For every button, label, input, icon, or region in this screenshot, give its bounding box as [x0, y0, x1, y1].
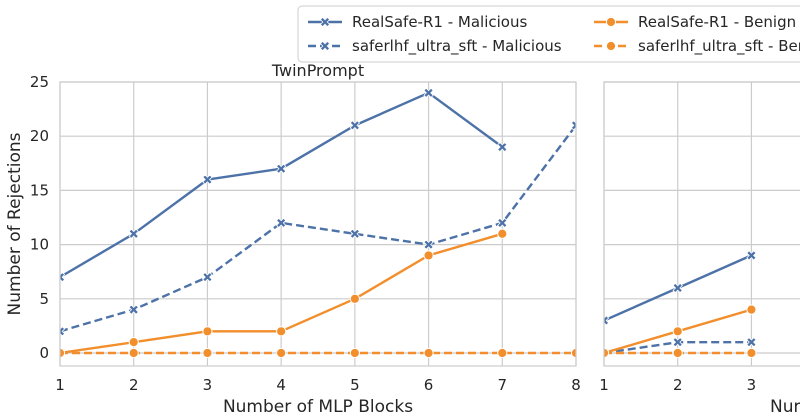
- legend-entry-realsafe-r1-benign: RealSafe-R1 - Benign: [594, 13, 796, 31]
- y-tick-label-15: 15: [30, 181, 49, 199]
- panel0-realsafe-r1-malicious-point-1: [60, 271, 66, 283]
- panel0-realsafe-r1-benign-point-2: [128, 337, 139, 348]
- y-tick-label-0: 0: [39, 344, 49, 362]
- panel0-saferlhf-ultra-sft-malicious-point-3: [202, 271, 213, 283]
- panel0-saferlhf-ultra-sft-benign-point-4: [276, 347, 287, 359]
- x-tick-label-2: 2: [673, 376, 683, 394]
- x-tick-label-4: 4: [276, 376, 286, 394]
- panel0-saferlhf-ultra-sft-benign-point-6: [423, 347, 434, 359]
- legend-box: [297, 5, 800, 63]
- y-tick-label-25: 25: [30, 73, 49, 91]
- left-x-tick-labels: 1 2 3 4 5 6 7 8: [55, 376, 581, 394]
- panel0-realsafe-r1-benign-point-5: [349, 293, 360, 304]
- panel0-saferlhf-ultra-sft-malicious-point-2: [128, 304, 139, 315]
- y-tick-label-5: 5: [39, 290, 49, 308]
- panel0-saferlhf-ultra-sft-benign-point-3: [202, 347, 213, 359]
- x-tick-label-8: 8: [571, 376, 581, 394]
- panel0-realsafe-r1-malicious-point-6: [423, 87, 434, 99]
- left-y-tick-labels: 0 5 10 15 20 25: [30, 73, 49, 362]
- panel1-realsafe-r1-malicious-point-2: [672, 282, 683, 294]
- x-tick-label-3: 3: [747, 376, 757, 394]
- panel0-saferlhf-ultra-sft-malicious-line: [60, 124, 576, 333]
- legend-entry-saferlhf-ultra-sft-ber: saferlhf_ultra_sft - Ber: [594, 37, 800, 56]
- x-tick-label-2: 2: [129, 376, 139, 394]
- x-tick-label-1: 1: [55, 376, 65, 394]
- left-panel-title: TwinPrompt: [271, 61, 364, 80]
- legend-entry-realsafe-r1-malicious: RealSafe-R1 - Malicious: [308, 13, 527, 31]
- panel1-realsafe-r1-benign-point-3: [746, 304, 757, 315]
- x-tick-label-1: 1: [599, 376, 609, 394]
- right-x-axis-title: Nur: [770, 397, 800, 417]
- right-plot-background: [604, 82, 800, 366]
- panel0-realsafe-r1-benign-point-7: [497, 228, 508, 239]
- panel0-saferlhf-ultra-sft-malicious-point-6: [423, 239, 434, 250]
- y-tick-label-10: 10: [30, 236, 49, 254]
- right-x-tick-labels: 1 2 3: [599, 376, 756, 394]
- legend-entry-realsafe-r1-benign-label: RealSafe-R1 - Benign: [638, 13, 796, 31]
- y-tick-label-20: 20: [30, 127, 49, 145]
- panel0-realsafe-r1-benign-point-4: [276, 326, 287, 337]
- x-tick-label-5: 5: [350, 376, 360, 394]
- y-axis-title: Number of Rejections: [5, 132, 25, 315]
- panel0-realsafe-r1-malicious-point-2: [128, 228, 139, 239]
- panel0-realsafe-r1-malicious-point-3: [202, 174, 213, 185]
- panel0-realsafe-r1-benign-point-3: [202, 326, 213, 337]
- panel0-realsafe-r1-benign-point-6: [423, 250, 434, 261]
- x-tick-label-7: 7: [498, 376, 508, 394]
- panel1-saferlhf-ultra-sft-malicious-point-2: [672, 336, 683, 348]
- left-plot-frame: [59, 81, 577, 367]
- legend-entry-saferlhf-ultra-sft-ber-marker: [605, 40, 617, 52]
- legend-entry-realsafe-r1-malicious-label: RealSafe-R1 - Malicious: [352, 13, 527, 31]
- legend-entry-saferlhf-ultra-sft-malicious-label: saferlhf_ultra_sft - Malicious: [352, 37, 562, 56]
- legend-entry-saferlhf-ultra-sft-malicious: saferlhf_ultra_sft - Malicious: [308, 37, 562, 56]
- panel1-realsafe-r1-malicious-point-1: [604, 315, 610, 326]
- legend-entry-realsafe-r1-malicious-marker: [319, 16, 331, 28]
- legend-entry-realsafe-r1-benign-marker: [605, 16, 617, 28]
- panel1-saferlhf-ultra-sft-benign-point-2: [672, 347, 683, 359]
- legend-entry-saferlhf-ultra-sft-malicious-marker: [319, 40, 331, 52]
- panel0-saferlhf-ultra-sft-malicious-point-7: [497, 217, 508, 229]
- panel0-saferlhf-ultra-sft-benign-point-7: [497, 347, 508, 359]
- panel0-saferlhf-ultra-sft-benign-point-8: [570, 347, 576, 359]
- panel0-saferlhf-ultra-sft-malicious-point-8: [570, 120, 576, 131]
- panel0-saferlhf-ultra-sft-malicious-point-5: [349, 228, 361, 239]
- panel1-saferlhf-ultra-sft-malicious-point-3: [746, 336, 757, 348]
- right-plot-frame: [603, 81, 800, 367]
- left-x-axis-title: Number of MLP Blocks: [223, 397, 413, 417]
- panel0-realsafe-r1-malicious-point-4: [275, 163, 287, 174]
- panel0-realsafe-r1-malicious-point-7: [497, 141, 508, 153]
- panel0-saferlhf-ultra-sft-malicious-point-4: [275, 217, 287, 229]
- x-tick-label-3: 3: [203, 376, 213, 394]
- panel0-realsafe-r1-malicious-point-5: [349, 120, 361, 131]
- right-series-group: [604, 250, 757, 359]
- left-series-group: [60, 87, 576, 359]
- panel0-saferlhf-ultra-sft-benign-point-5: [349, 347, 360, 359]
- panel1-realsafe-r1-malicious-point-3: [746, 250, 757, 261]
- right-plot-panel: 1 2 3 Nur: [599, 81, 800, 417]
- panel1-realsafe-r1-benign-point-2: [672, 326, 683, 337]
- legend-entry-saferlhf-ultra-sft-ber-label: saferlhf_ultra_sft - Ber: [638, 37, 800, 56]
- panel1-saferlhf-ultra-sft-benign-point-3: [746, 347, 757, 359]
- legend: RealSafe-R1 - Malicious RealSafe-R1 - Ben…: [297, 5, 800, 63]
- x-tick-label-6: 6: [424, 376, 434, 394]
- left-plot-panel: 0 5 10 15 20 25 1 2 3 4 5 6 7 8 TwinPrompt Number of…: [5, 61, 581, 417]
- panel0-saferlhf-ultra-sft-malicious-point-1: [60, 326, 66, 337]
- panel0-saferlhf-ultra-sft-benign-point-2: [128, 347, 139, 359]
